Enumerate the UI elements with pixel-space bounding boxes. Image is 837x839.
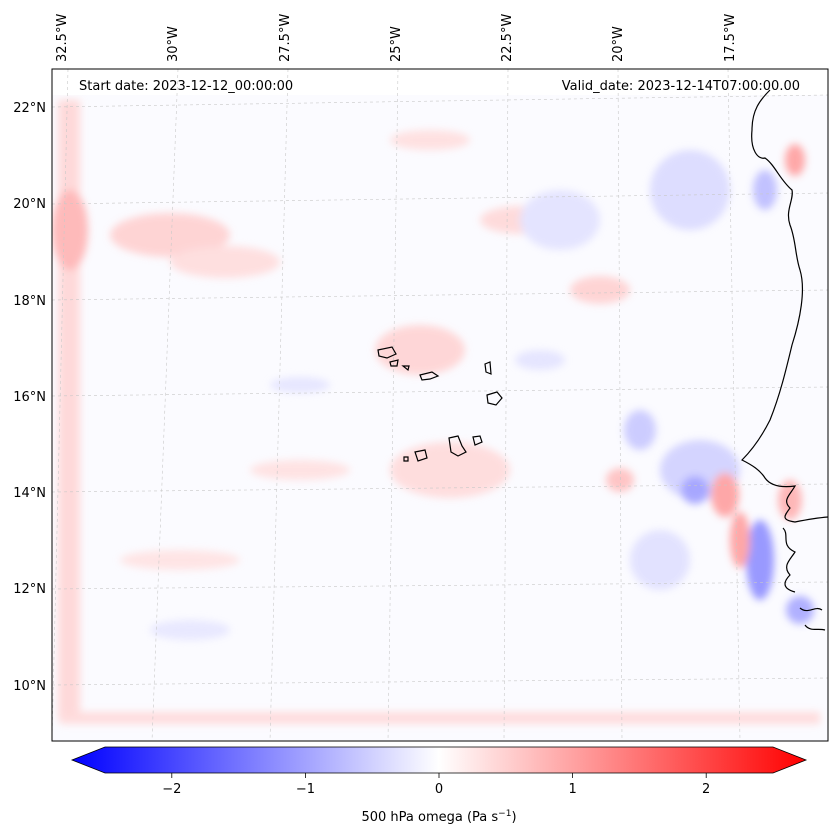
lat-label-10n: 10°N [13,679,46,694]
colorbar-tick-label: 1 [568,782,576,797]
lon-label-20w: 20°W [611,26,626,62]
colorbar-label: 500 hPa omega (Pa s−1) [361,809,516,825]
lon-label-32-5w: 32.5°W [55,14,70,62]
lat-label-18n: 18°N [13,294,46,309]
colorbar-body [70,746,808,774]
lon-label-17-5w: 17.5°W [723,14,738,62]
lat-label-14n: 14°N [13,486,46,501]
graticule [52,69,828,741]
start-date-annotation: Start date: 2023-12-12_00:00:00 [79,79,293,94]
lon-label-27-5w: 27.5°W [278,14,293,62]
colorbar-label-unit-exponent: −1 [498,809,511,819]
colorbar-label-close: ) [511,810,516,825]
colorbar-label-main: 500 hPa omega (Pa s [361,810,498,825]
omega-field [52,69,828,741]
colorbar-tick-label: 0 [435,782,443,797]
valid-date-annotation: Valid_date: 2023-12-14T07:00:00.00 [562,79,800,94]
lon-label-30w: 30°W [166,26,181,62]
map-panel [51,68,829,742]
longitude-labels: 32.5°W 30°W 27.5°W 25°W 22.5°W 20°W 17.5… [55,14,738,62]
colorbar-tick-label: −1 [296,782,315,797]
lat-label-22n: 22°N [13,101,46,116]
latitude-labels: 22°N 20°N 18°N 16°N 14°N 12°N 10°N [13,101,46,694]
colorbar-tick-label: −2 [162,782,181,797]
lat-label-20n: 20°N [13,197,46,212]
cape-verde-islands [377,346,503,462]
lon-label-22-5w: 22.5°W [500,14,515,62]
map-frame [51,68,829,742]
colorbar-ticks: −2 −1 0 1 2 [162,773,710,797]
coastline [740,89,828,631]
lon-label-25w: 25°W [389,26,404,62]
lat-label-12n: 12°N [13,582,46,597]
colorbar-tick-label: 2 [702,782,710,797]
lat-label-16n: 16°N [13,390,46,405]
colorbar: −2 −1 0 1 2 500 hPa omega (Pa s−1) [70,746,808,825]
